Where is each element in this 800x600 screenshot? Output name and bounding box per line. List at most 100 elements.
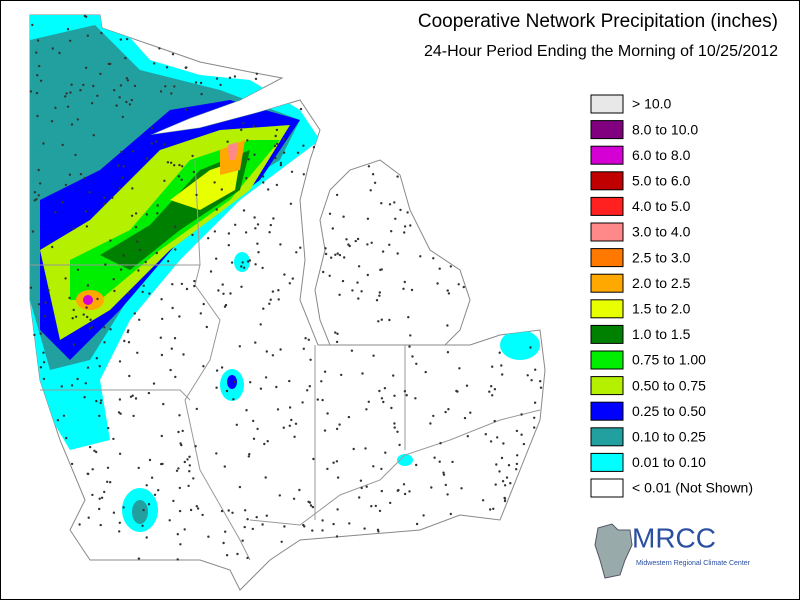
station-dot	[178, 486, 181, 490]
station-dot	[262, 307, 265, 310]
station-dot	[128, 103, 132, 106]
station-dot	[515, 429, 519, 433]
station-dot	[424, 370, 427, 374]
station-dot	[246, 518, 249, 521]
station-dot	[117, 164, 120, 167]
station-dot	[438, 267, 441, 270]
station-dot	[505, 476, 509, 479]
station-dot	[192, 170, 196, 174]
station-dot	[118, 96, 121, 99]
station-dot	[490, 385, 493, 388]
station-dot	[377, 320, 380, 323]
station-dot	[158, 47, 161, 50]
station-dot	[321, 529, 324, 532]
station-dot	[442, 471, 445, 474]
station-dot	[238, 485, 242, 489]
station-dot	[336, 252, 339, 255]
station-dot	[529, 346, 532, 349]
station-dot	[408, 490, 411, 493]
station-dot	[415, 463, 418, 467]
station-dot	[466, 435, 469, 438]
station-dot	[361, 372, 364, 375]
station-dot	[481, 499, 485, 502]
station-dot	[492, 507, 495, 510]
station-dot	[42, 361, 46, 364]
station-dot	[160, 434, 163, 438]
station-dot	[121, 176, 124, 179]
station-dot	[125, 37, 129, 41]
station-dot	[282, 151, 286, 154]
station-dot	[373, 181, 377, 184]
station-dot	[304, 337, 307, 340]
station-dot	[247, 158, 250, 161]
station-dot	[184, 66, 187, 70]
station-dot	[127, 292, 130, 295]
station-dot	[189, 508, 193, 512]
station-dot	[61, 201, 64, 204]
station-dot	[367, 165, 371, 168]
station-dot	[253, 153, 256, 156]
station-dot	[323, 370, 327, 373]
station-dot	[444, 410, 447, 414]
station-dot	[347, 415, 351, 419]
legend-swatch	[590, 145, 624, 165]
logo-icon	[594, 523, 633, 579]
station-dot	[419, 255, 422, 258]
station-dot	[107, 62, 111, 66]
station-dot	[288, 379, 291, 383]
station-dot	[119, 38, 123, 41]
station-dot	[148, 292, 151, 295]
station-dot	[241, 539, 244, 542]
station-dot	[352, 447, 355, 451]
station-dot	[83, 176, 87, 180]
station-dot	[446, 289, 449, 292]
station-dot	[495, 463, 498, 466]
station-dot	[178, 414, 181, 417]
station-dot	[188, 464, 191, 467]
station-dot	[338, 423, 341, 426]
station-dot	[447, 292, 451, 295]
station-dot	[207, 535, 210, 538]
station-dot	[99, 523, 102, 527]
subtitle: 24-Hour Period Ending the Morning of 10/…	[424, 43, 778, 60]
station-dot	[364, 447, 367, 450]
station-dot	[72, 343, 76, 346]
logo: MRCC Midwestern Regional Climate Center	[594, 522, 751, 579]
station-dot	[232, 398, 235, 401]
station-dot	[280, 540, 283, 543]
station-dot	[172, 499, 175, 503]
station-dot	[415, 522, 419, 526]
station-dot	[82, 313, 85, 316]
station-dot	[181, 165, 184, 168]
station-dot	[180, 282, 184, 286]
station-dot	[516, 454, 519, 457]
station-dot	[134, 225, 138, 229]
station-dot	[196, 507, 200, 510]
station-dot	[533, 401, 537, 404]
station-dot	[295, 251, 298, 254]
station-dot	[331, 227, 334, 230]
station-dot	[336, 332, 339, 335]
station-dot	[345, 238, 348, 241]
station-dot	[366, 273, 369, 277]
station-dot	[70, 384, 74, 387]
station-dot	[388, 318, 391, 322]
station-dot	[328, 212, 332, 215]
station-dot	[39, 332, 42, 335]
station-dot	[530, 379, 533, 382]
station-dot	[199, 312, 202, 315]
station-dot	[433, 456, 436, 459]
station-dot	[109, 239, 112, 242]
station-dot	[171, 53, 175, 56]
station-dot	[449, 512, 452, 516]
station-dot	[162, 402, 165, 406]
station-dot	[288, 424, 291, 427]
station-dot	[403, 492, 407, 496]
station-dot	[200, 92, 203, 96]
station-dot	[507, 464, 511, 467]
station-dot	[215, 369, 219, 372]
station-dot	[213, 181, 216, 184]
station-dot	[95, 357, 99, 360]
station-dot	[229, 292, 232, 295]
